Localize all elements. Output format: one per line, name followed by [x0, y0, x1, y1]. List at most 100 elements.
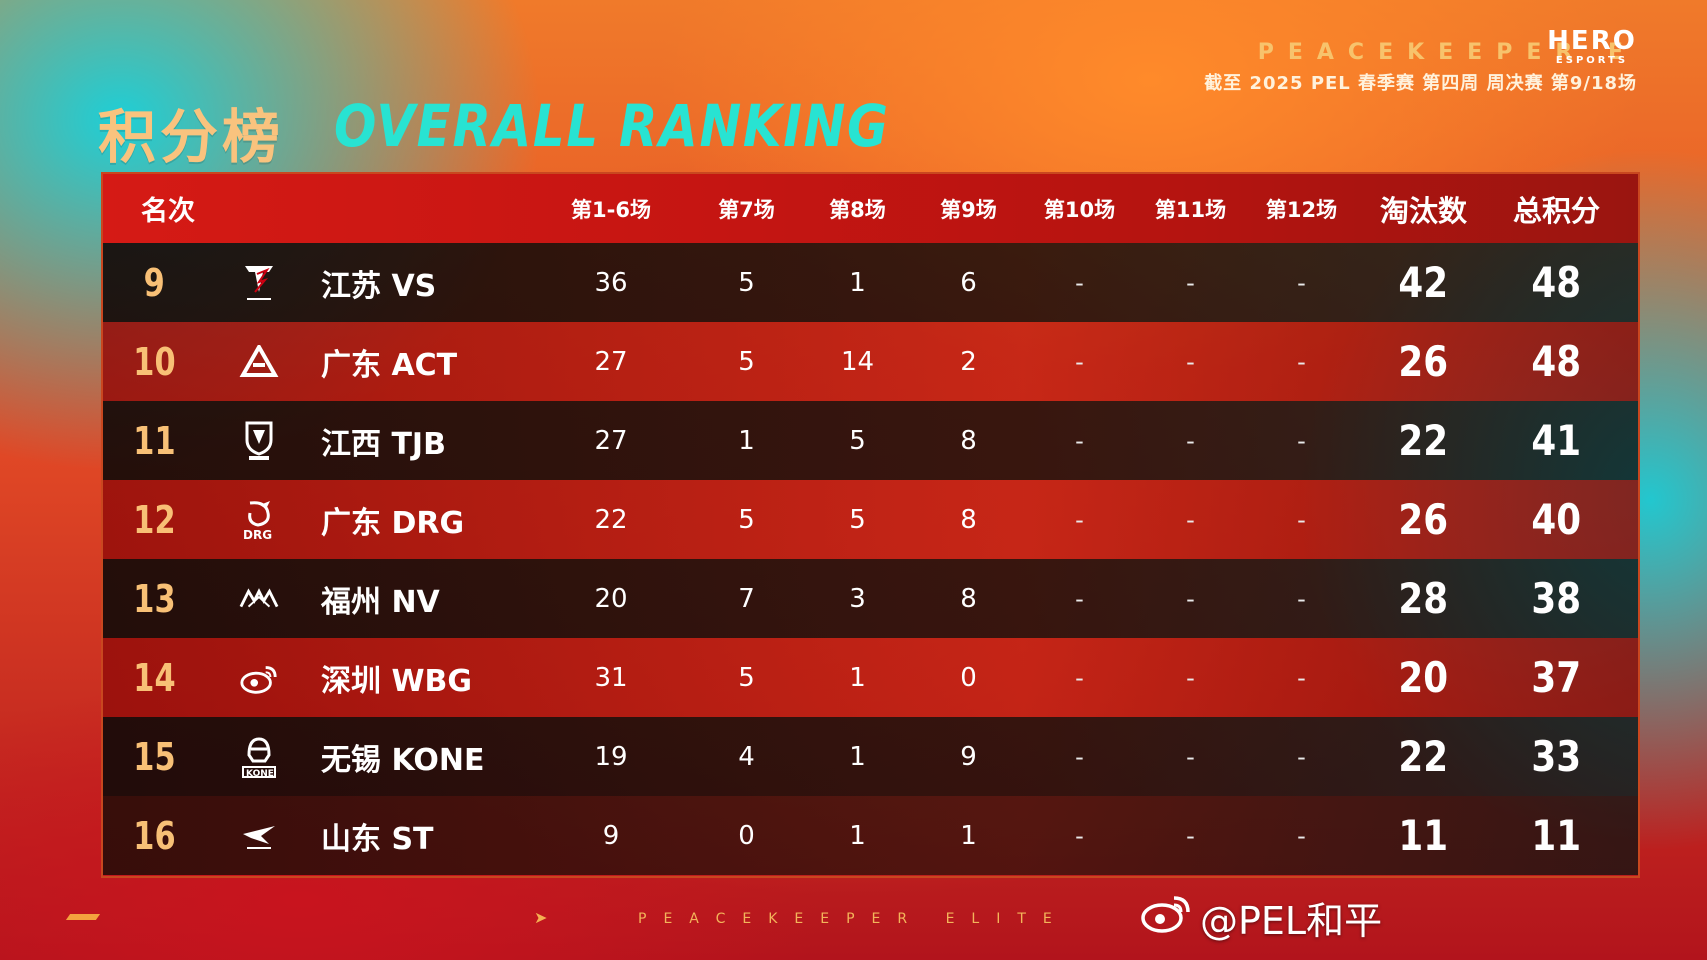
row-elims: 22: [1398, 416, 1449, 465]
row-g7: 7: [738, 583, 755, 614]
table-row: 16 山东 ST 9 0 1 1 - - - 11 11: [103, 796, 1638, 875]
row-g1-6: 27: [594, 425, 628, 456]
header-g1-6: 第1-6场: [571, 197, 651, 222]
row-team: 江西 TJB: [321, 426, 446, 462]
logo-main-text: HERO: [1547, 26, 1637, 56]
row-rank: 14: [133, 655, 176, 700]
st-logo-icon: [239, 816, 279, 856]
table-row: 9 江苏 VS 36 5 1 6 - - - 42 48: [103, 243, 1638, 322]
table-header: 名次 第1-6场 第7场 第8场 第9场 第10场 第11场 第12场 淘汰数 …: [103, 174, 1638, 243]
brand-line-2: 截至 2025 PEL 春季赛 第四周 周决赛 第9/18场: [1204, 73, 1637, 94]
row-total: 41: [1531, 416, 1582, 465]
row-g1-6: 27: [594, 346, 628, 377]
row-team: 无锡 KONE: [321, 742, 485, 778]
row-g8: 3: [849, 583, 866, 614]
watermark-text: @PEL和平: [1200, 899, 1383, 943]
nv-logo-icon: [239, 579, 279, 619]
row-g10: -: [1075, 268, 1084, 297]
row-g1-6: 19: [594, 741, 628, 772]
row-elims: 11: [1398, 811, 1449, 860]
tjb-logo-icon: [239, 421, 279, 461]
row-g11: -: [1186, 821, 1195, 850]
row-team: 福州 NV: [321, 584, 440, 620]
row-g7: 1: [738, 425, 755, 456]
header-g8: 第8场: [829, 197, 886, 222]
row-total: 37: [1531, 653, 1582, 702]
logo-sub-text: ESPORTS: [1555, 55, 1629, 66]
row-g9: 9: [960, 741, 977, 772]
row-g12: -: [1297, 426, 1306, 455]
row-team: 深圳 WBG: [321, 663, 473, 699]
row-g10: -: [1075, 742, 1084, 771]
row-g7: 5: [738, 346, 755, 377]
row-g11: -: [1186, 663, 1195, 692]
row-elims: 26: [1398, 495, 1449, 544]
row-g10: -: [1075, 347, 1084, 376]
row-rank: 10: [133, 339, 176, 384]
row-g10: -: [1075, 663, 1084, 692]
row-g7: 4: [738, 741, 755, 772]
row-total: 40: [1531, 495, 1582, 544]
row-g10: -: [1075, 584, 1084, 613]
row-g11: -: [1186, 742, 1195, 771]
header-rank: 名次: [141, 196, 195, 227]
table-row: 12 DRG 广东 DRG 22 5 5 8 - - - 26 40: [103, 480, 1638, 559]
row-g8: 1: [849, 741, 866, 772]
row-g11: -: [1186, 584, 1195, 613]
row-g1-6: 36: [594, 267, 628, 298]
row-team: 江苏 VS: [321, 268, 437, 304]
row-g11: -: [1186, 347, 1195, 376]
row-g11: -: [1186, 268, 1195, 297]
row-g8: 5: [849, 425, 866, 456]
row-g12: -: [1297, 663, 1306, 692]
row-g9: 8: [960, 504, 977, 535]
row-rank: 12: [133, 497, 176, 542]
row-elims: 26: [1398, 337, 1449, 386]
footer-accent-mark: [65, 914, 101, 920]
row-g10: -: [1075, 426, 1084, 455]
row-g11: -: [1186, 426, 1195, 455]
row-g9: 8: [960, 425, 977, 456]
brand-block: PEACEKEEPER E 截至 2025 PEL 春季赛 第四周 周决赛 第9…: [1204, 26, 1637, 95]
row-g9: 8: [960, 583, 977, 614]
header-g11: 第11场: [1154, 197, 1227, 222]
row-total: 48: [1531, 337, 1582, 386]
vs-logo-icon: [239, 263, 279, 303]
row-total: 11: [1531, 811, 1582, 860]
row-g1-6: 22: [594, 504, 628, 535]
row-g11: -: [1186, 505, 1195, 534]
kone-logo-icon: KONE: [239, 736, 279, 779]
row-rank: 16: [133, 813, 176, 858]
row-g8: 14: [840, 346, 875, 377]
weibo-watermark: @PEL和平: [1140, 890, 1382, 945]
row-g1-6: 31: [594, 662, 628, 693]
table-row: 13 福州 NV 20 7 3 8 - - - 28 38: [103, 559, 1638, 638]
header-g10: 第10场: [1043, 197, 1116, 222]
row-rank: 9: [143, 260, 166, 305]
row-total: 38: [1531, 574, 1582, 623]
row-elims: 20: [1398, 653, 1449, 702]
row-g8: 1: [849, 820, 866, 851]
row-rank: 13: [133, 576, 176, 621]
header-elims: 淘汰数: [1379, 193, 1467, 228]
row-g1-6: 9: [602, 820, 620, 851]
row-g12: -: [1297, 821, 1306, 850]
svg-text:KONE: KONE: [246, 769, 274, 779]
page-title-en: OVERALL RANKING: [334, 92, 890, 160]
row-g12: -: [1297, 505, 1306, 534]
row-team: 广东 DRG: [321, 505, 465, 541]
page-title-cn: 积分榜: [98, 103, 285, 171]
row-g1-6: 20: [594, 583, 628, 614]
header-g9: 第9场: [940, 197, 997, 222]
weibo-icon: [1140, 892, 1192, 943]
row-g7: 5: [738, 267, 755, 298]
row-rank: 15: [133, 734, 176, 779]
footer-brand-text: PEACEKEEPER ELITE: [638, 911, 1069, 927]
row-total: 33: [1531, 732, 1582, 781]
row-elims: 22: [1398, 732, 1449, 781]
table-row: 15 KONE 无锡 KONE 19 4 1 9 - - - 22 33: [103, 717, 1638, 796]
table-row: 10 广东 ACT 27 5 14 2 - - - 26 48: [103, 322, 1638, 401]
row-g12: -: [1297, 584, 1306, 613]
row-g9: 6: [960, 267, 977, 298]
table-row: 14 深圳 WBG 31 5 1 0 - - - 20 37: [103, 638, 1638, 717]
